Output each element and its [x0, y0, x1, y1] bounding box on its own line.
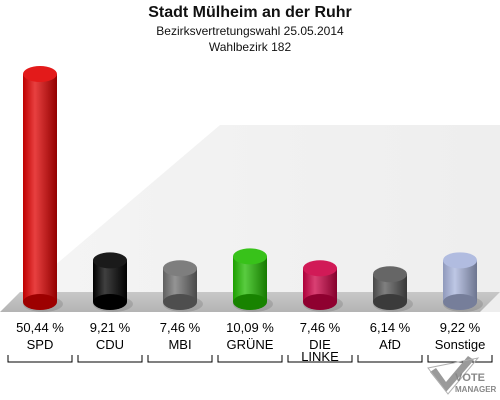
chart-subtitle-district: Wahlbezirk 182	[208, 40, 292, 54]
value-label-sonstige: 9,22 %	[440, 320, 481, 335]
category-bracket-mbi	[147, 355, 213, 363]
bar-mbi	[163, 260, 203, 312]
category-label-afd: AfD	[379, 337, 401, 352]
value-label-spd: 50,44 %	[16, 320, 64, 335]
category-bracket-die-linke	[287, 355, 353, 363]
category-label-mbi: MBI	[168, 337, 191, 352]
category-label-sonstige: Sonstige	[435, 337, 486, 352]
chart-subtitle: Bezirksvertretungswahl 25.05.2014	[156, 24, 344, 38]
value-label-afd: 6,14 %	[370, 320, 411, 335]
bar-afd	[373, 266, 413, 312]
category-label-spd: SPD	[27, 337, 54, 352]
category-bracket-grüne	[217, 355, 283, 363]
bar-grüne	[233, 248, 273, 312]
category-label-grüne: GRÜNE	[227, 337, 274, 352]
bar-cdu	[93, 252, 133, 312]
category-label-cdu: CDU	[96, 337, 124, 352]
bar-sonstige	[443, 252, 483, 312]
logo-text-manager: MANAGER	[455, 385, 497, 394]
bar-spd	[23, 66, 63, 312]
value-label-die-linke: 7,46 %	[300, 320, 341, 335]
value-label-mbi: 7,46 %	[160, 320, 201, 335]
value-label-cdu: 9,21 %	[90, 320, 131, 335]
chart-title: Stadt Mülheim an der Ruhr	[148, 4, 352, 21]
category-bracket-cdu	[77, 355, 143, 363]
category-label-die-linke: DIE LINKE	[301, 337, 339, 364]
category-bracket-sonstige	[427, 355, 493, 363]
bar-die-linke	[303, 260, 343, 312]
value-label-grüne: 10,09 %	[226, 320, 274, 335]
vote-manager-check-icon	[427, 356, 480, 395]
category-bracket-spd	[7, 355, 73, 363]
logo-text-vote: VOTE	[455, 372, 485, 384]
vote-manager-logo: VOTE MANAGER	[427, 356, 497, 395]
category-bracket-afd	[357, 355, 423, 363]
